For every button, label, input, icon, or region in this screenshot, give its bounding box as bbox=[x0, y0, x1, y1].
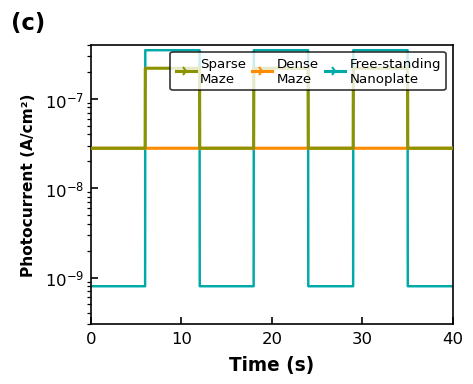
Y-axis label: Photocurrent (A/cm²): Photocurrent (A/cm²) bbox=[21, 94, 36, 276]
Text: (c): (c) bbox=[11, 12, 45, 35]
Legend: Sparse
Maze, Dense
Maze, Free-standing
Nanoplate: Sparse Maze, Dense Maze, Free-standing N… bbox=[170, 52, 446, 91]
X-axis label: Time (s): Time (s) bbox=[229, 355, 314, 374]
